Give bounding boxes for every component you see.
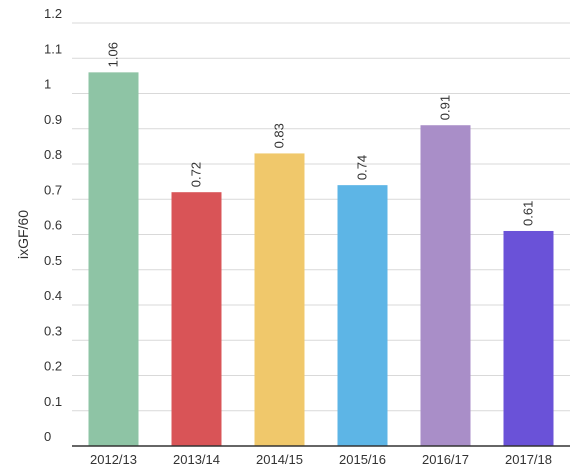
x-tick-label: 2015/16 [339,452,386,467]
bar-value-label: 0.74 [355,155,370,180]
bars [88,72,554,447]
bar-value-label: 0.91 [438,95,453,120]
data-labels: 1.06 0.72 0.83 0.74 0.91 0.61 [106,42,536,226]
y-tick-label: 0.5 [44,253,62,268]
x-tick-label: 2017/18 [505,452,552,467]
bar-value-label: 0.83 [272,123,287,148]
y-tick-label: 1.2 [44,6,62,21]
y-tick-label: 0.8 [44,147,62,162]
bar [171,192,222,446]
grid-lines [72,22,570,412]
x-tick-label: 2014/15 [256,452,303,467]
bar [337,185,388,446]
x-tick-label: 2012/13 [90,452,137,467]
y-tick-label: 0.2 [44,359,62,374]
x-axis-ticks: 2012/13 2013/14 2014/15 2015/16 2016/17 2017/… [90,452,552,467]
x-tick-label: 2016/17 [422,452,469,467]
bar [254,153,305,447]
y-tick-label: 1 [44,77,51,92]
bar [88,72,139,446]
y-axis-title: ixGF/60 [15,210,31,259]
bar [420,125,471,446]
y-tick-label: 0.9 [44,112,62,127]
bar [503,230,554,446]
y-tick-label: 0.4 [44,288,62,303]
bar-value-label: 1.06 [106,42,121,67]
bar-value-label: 0.72 [189,162,204,187]
y-tick-label: 0 [44,429,51,444]
y-tick-label: 0.3 [44,323,62,338]
x-tick-label: 2013/14 [173,452,220,467]
y-tick-label: 1.1 [44,41,62,56]
y-axis-ticks: 0 0.1 0.2 0.3 0.4 0.5 0.6 0.7 0.8 0.9 1 1.1 1.2 [44,6,62,444]
y-tick-label: 0.6 [44,218,62,233]
bar-value-label: 0.61 [521,201,536,226]
y-tick-label: 0.1 [44,394,62,409]
y-tick-label: 0.7 [44,182,62,197]
